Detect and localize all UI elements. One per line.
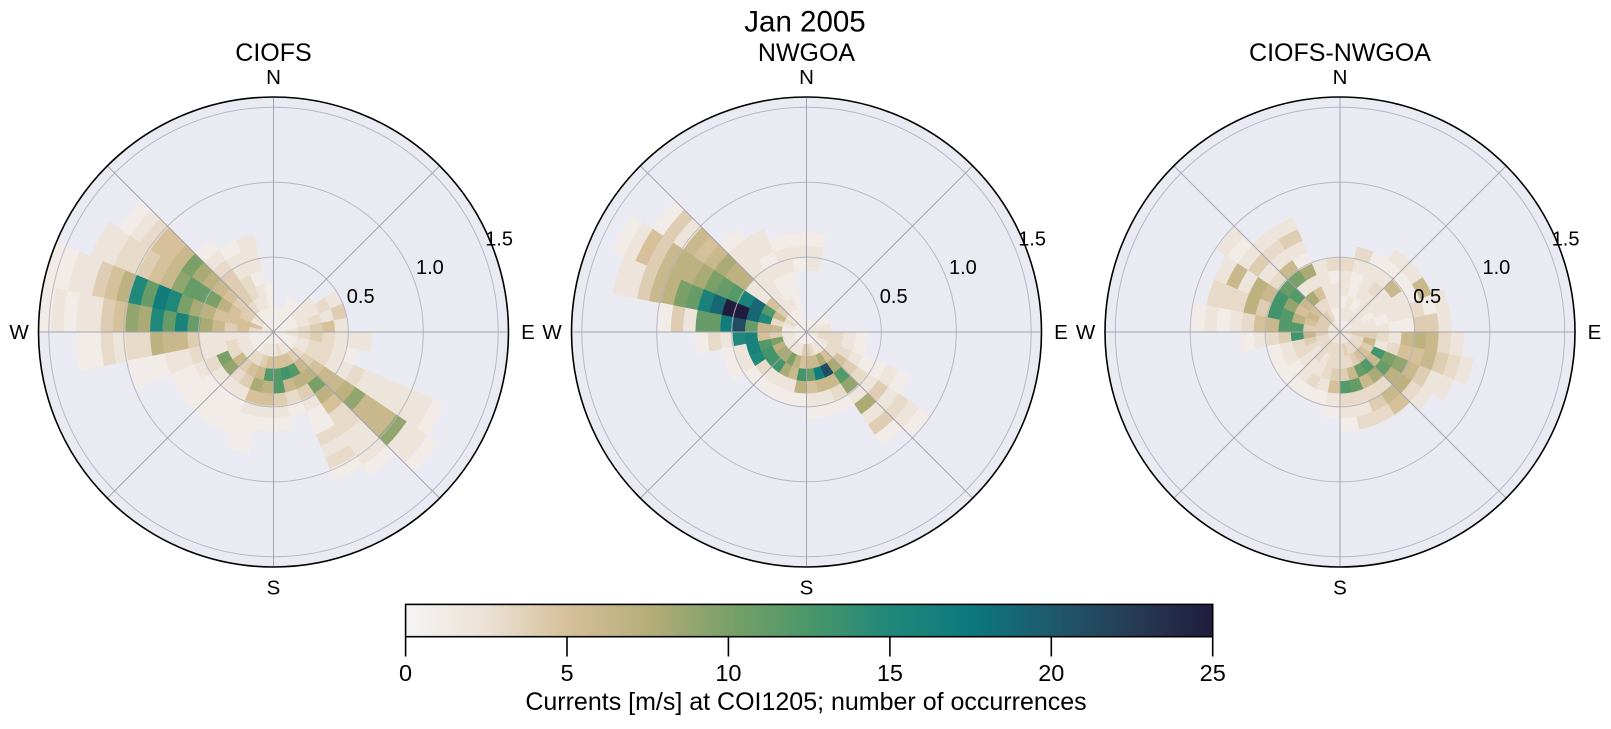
svg-text:S: S	[800, 577, 814, 600]
svg-text:S: S	[1333, 577, 1347, 600]
svg-text:1.5: 1.5	[1018, 229, 1046, 251]
svg-text:0.5: 0.5	[347, 286, 375, 308]
svg-text:0.5: 0.5	[880, 286, 908, 308]
svg-text:0.5: 0.5	[1413, 286, 1441, 308]
svg-text:5: 5	[560, 660, 573, 686]
svg-text:Currents [m/s] at COI1205; num: Currents [m/s] at COI1205; number of occ…	[525, 688, 1086, 716]
svg-text:1.0: 1.0	[949, 257, 977, 279]
svg-text:25: 25	[1200, 660, 1226, 686]
svg-text:15: 15	[877, 660, 903, 686]
svg-text:CIOFS: CIOFS	[235, 39, 311, 67]
svg-text:N: N	[799, 66, 814, 89]
svg-text:1.0: 1.0	[416, 257, 444, 279]
svg-text:E: E	[1588, 321, 1602, 344]
svg-text:1.0: 1.0	[1482, 257, 1510, 279]
svg-text:N: N	[1333, 66, 1348, 89]
svg-text:NWGOA: NWGOA	[758, 39, 856, 67]
svg-text:10: 10	[715, 660, 741, 686]
svg-text:0: 0	[399, 660, 412, 686]
svg-text:N: N	[266, 66, 281, 89]
svg-text:1.5: 1.5	[485, 229, 513, 251]
svg-text:Jan 2005: Jan 2005	[744, 6, 865, 39]
svg-text:S: S	[267, 577, 281, 600]
svg-text:E: E	[521, 321, 535, 344]
svg-text:1.5: 1.5	[1552, 229, 1580, 251]
svg-text:20: 20	[1038, 660, 1064, 686]
svg-text:W: W	[9, 321, 29, 344]
svg-text:CIOFS-NWGOA: CIOFS-NWGOA	[1249, 39, 1431, 67]
svg-text:W: W	[1076, 321, 1096, 344]
svg-text:W: W	[542, 321, 562, 344]
svg-text:E: E	[1054, 321, 1068, 344]
